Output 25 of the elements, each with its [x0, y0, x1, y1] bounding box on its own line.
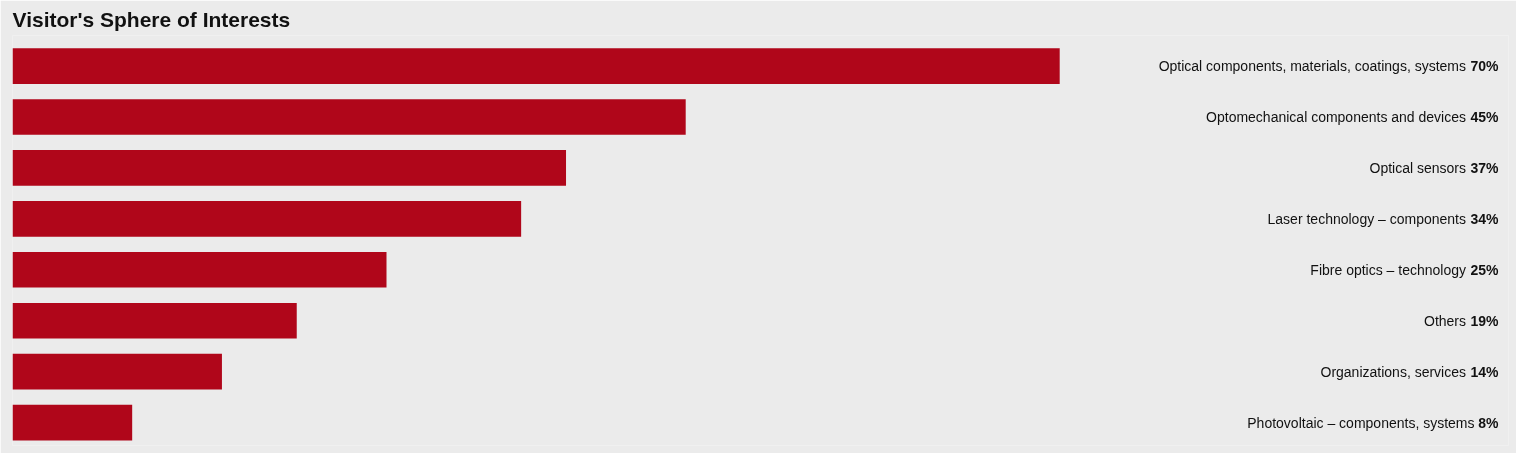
bar: [12, 150, 567, 186]
data-label: 19%: [1470, 312, 1500, 329]
bar: [12, 48, 1060, 84]
chart-title: Visitor's Sphere of Interests: [12, 7, 291, 31]
y-tick-label: Optical components, materials, coatings, systems: [1158, 58, 1466, 75]
data-label: 14%: [1470, 363, 1500, 380]
bar: [12, 201, 522, 237]
bar: [12, 404, 133, 441]
data-label: 8%: [1478, 414, 1500, 431]
y-tick-label: Optomechanical components and devices: [1206, 108, 1467, 125]
y-tick-label: Fibre optics – technology: [1310, 261, 1466, 278]
bar: [12, 302, 297, 339]
data-label: 37%: [1470, 159, 1500, 176]
y-tick-label: Optical sensors: [1369, 159, 1466, 176]
y-tick-label: Organizations, services: [1320, 363, 1467, 380]
bar: [12, 99, 686, 135]
y-tick-label: Others: [1423, 312, 1466, 329]
data-label: 25%: [1470, 261, 1500, 278]
data-label: 34%: [1470, 210, 1500, 227]
data-label: 45%: [1470, 108, 1500, 125]
y-tick-label: Photovoltaic – components, systems: [1247, 414, 1475, 431]
data-label: 70%: [1470, 58, 1500, 75]
bar: [12, 251, 387, 288]
bar: [12, 353, 222, 390]
y-tick-label: Laser technology – components: [1267, 210, 1467, 227]
